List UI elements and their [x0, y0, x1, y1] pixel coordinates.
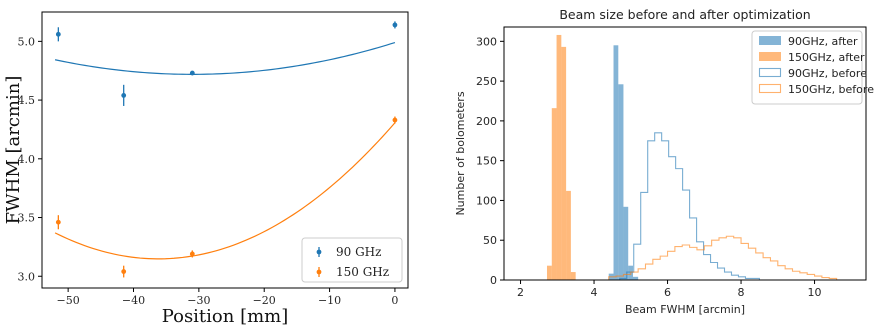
left-x-tick-label: 0 [391, 294, 398, 307]
right-chart-title: Beam size before and after optimization [559, 7, 810, 22]
left-y-tick-label: 3.0 [18, 270, 36, 283]
data-point [189, 70, 195, 76]
right-y-tick-label: 50 [483, 234, 497, 247]
right-y-tick-label: 0 [490, 274, 497, 287]
data-point [55, 31, 61, 37]
right-y-tick-label: 150 [476, 155, 497, 168]
right-x-axis-label: Beam FWHM [arcmin] [625, 303, 745, 316]
data-point [189, 251, 195, 257]
left-y-tick-label: 5.0 [18, 35, 36, 48]
right-y-axis-label: Number of bolometers [454, 91, 467, 215]
hist-bar [613, 45, 619, 281]
hist-step-2 [619, 132, 760, 280]
legend-label: 90GHz, after [788, 35, 858, 48]
hist-bar [546, 265, 552, 280]
hist-bar [566, 190, 571, 280]
data-point [121, 269, 127, 274]
left-plot-frame [41, 11, 409, 289]
legend-label: 90GHz, before [788, 67, 867, 80]
hist-bar [618, 84, 624, 280]
left-ticks: −50 −40 −30 −20 −10 0 3.0 3.5 4.0 4.5 5.0 [18, 35, 399, 307]
hist-bar [632, 276, 639, 280]
fit-curve-1 [54, 122, 396, 260]
legend-swatch [759, 52, 781, 61]
beam-size-histogram: Beam size before and after optimization … [454, 7, 874, 316]
right-x-tick-label: 10 [808, 286, 822, 299]
hist-bar [570, 272, 576, 280]
left-data-points [55, 21, 398, 278]
legend-label: 150 GHz [336, 265, 389, 279]
legend-swatch [758, 67, 782, 78]
legend-label: 150GHz, before [788, 83, 874, 96]
left-x-tick-label: −40 [122, 294, 145, 307]
right-y-tick-label: 300 [476, 35, 497, 48]
legend-box [301, 237, 403, 283]
right-x-tick-label: 2 [517, 286, 524, 299]
data-point [55, 219, 61, 225]
hist-step-3 [608, 235, 838, 280]
left-y-axis-label: FWHM [arcmin] [3, 76, 24, 225]
right-x-tick-label: 8 [738, 286, 745, 299]
data-point [121, 92, 127, 98]
left-y-tick-label: 4.5 [18, 94, 36, 107]
legend-label: 150GHz, after [788, 51, 865, 64]
legend-marker [316, 249, 322, 255]
right-legend: 90GHz, after 150GHz, after 90GHz, before 15… [751, 30, 874, 105]
right-y-tick-label: 100 [476, 194, 497, 207]
data-point [392, 117, 398, 123]
left-y-tick-label: 3.5 [18, 212, 36, 225]
left-x-tick-label: −10 [318, 294, 341, 307]
left-x-tick-label: −50 [57, 294, 80, 307]
legend-box [751, 30, 863, 105]
legend-swatch [758, 83, 782, 94]
right-plot-frame [503, 26, 867, 281]
left-y-tick-label: 4.0 [18, 153, 36, 166]
right-y-tick-label: 200 [476, 115, 497, 128]
legend-marker [316, 269, 322, 275]
left-legend: 90 GHz 150 GHz [301, 237, 403, 283]
legend-label: 90 GHz [336, 245, 381, 259]
hist-bar [623, 206, 629, 280]
legend-swatch [759, 36, 781, 45]
fit-curve-0 [54, 41, 396, 75]
right-y-tick-label: 250 [476, 75, 497, 88]
hist-bar [551, 108, 557, 280]
hist-bar [561, 46, 567, 280]
left-x-axis-label: Position [mm] [162, 306, 289, 327]
left-x-tick-label: −30 [187, 294, 210, 307]
right-x-tick-label: 4 [591, 286, 598, 299]
hist-bar [556, 34, 562, 280]
right-histogram-bars [546, 34, 838, 281]
left-x-tick-label: −20 [253, 294, 276, 307]
fwhm-vs-position-chart: −50 −40 −30 −20 −10 0 3.0 3.5 4.0 4.5 5.0 Position… [3, 11, 409, 327]
left-fit-curves [54, 41, 396, 260]
right-x-tick-label: 6 [664, 286, 671, 299]
data-point [392, 22, 398, 28]
